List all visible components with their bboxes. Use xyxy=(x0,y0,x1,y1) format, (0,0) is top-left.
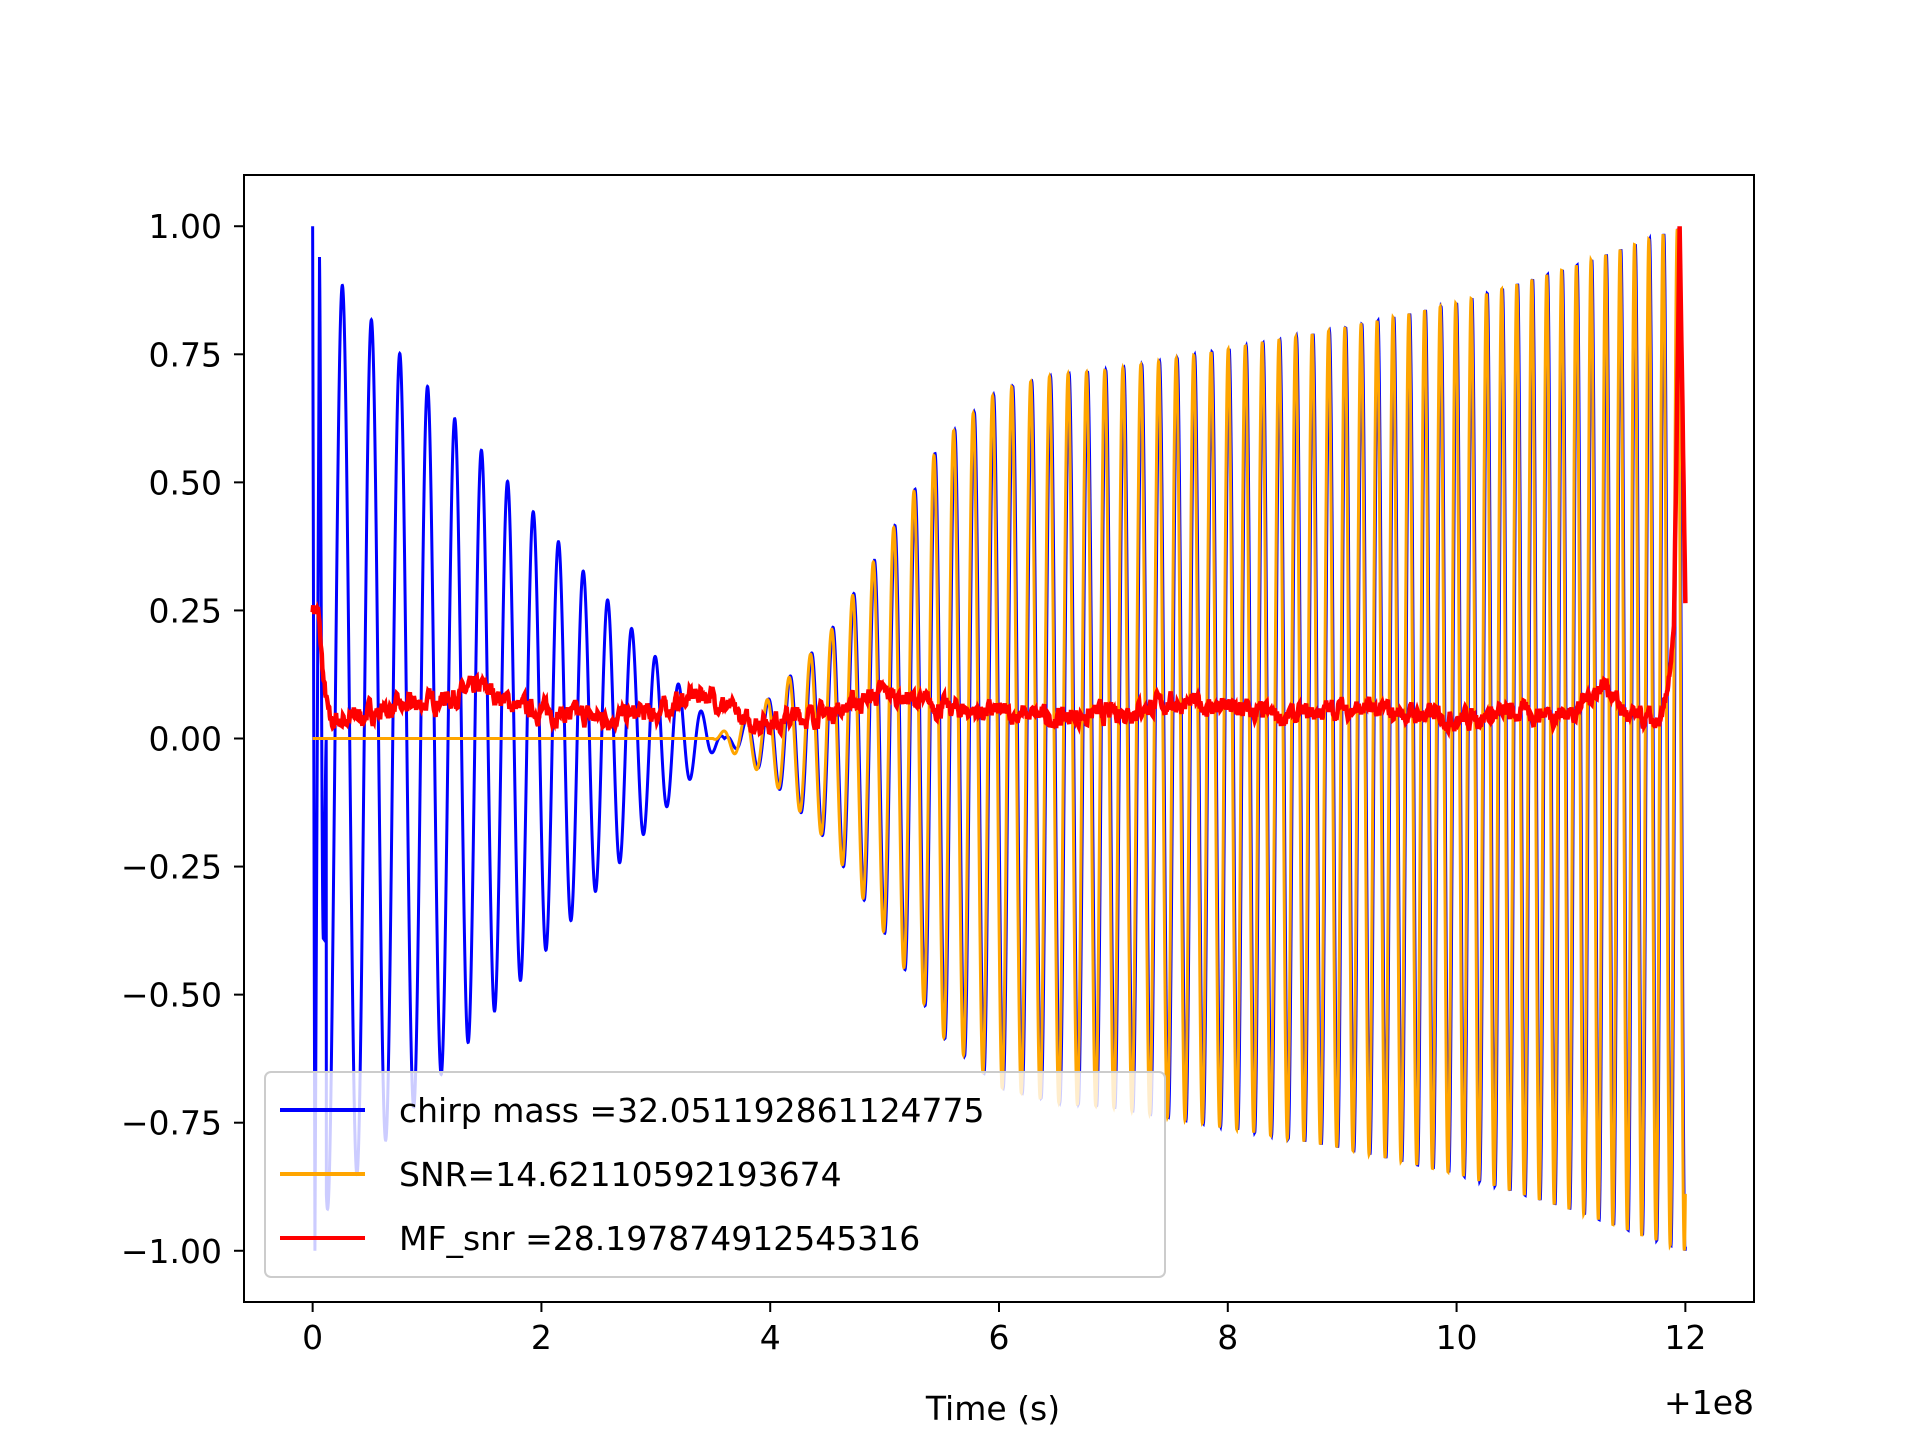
x-tick-label: 12 xyxy=(1664,1318,1706,1357)
x-tick-label: 2 xyxy=(531,1318,552,1357)
y-tick-label: 0.75 xyxy=(149,335,222,374)
legend-label-1: chirp mass =32.051192861124775 xyxy=(399,1091,985,1130)
y-tick-label: 1.00 xyxy=(149,207,222,246)
y-tick-label: −0.25 xyxy=(121,848,222,887)
y-tick-label: −0.75 xyxy=(121,1104,222,1143)
series-line-3 xyxy=(310,226,1688,740)
y-tick-label: −0.50 xyxy=(121,976,222,1015)
ticks-layer: 0 2 4 6 8 10 12 1.00 0.75 0.50 0.25 0.00 −0.25 −0.50 −… xyxy=(121,207,1707,1357)
legend-label-3: MF_snr =28.197874912545316 xyxy=(399,1219,920,1258)
y-tick-label: 0.50 xyxy=(149,463,222,502)
x-tick-label: 8 xyxy=(1217,1318,1238,1357)
legend-box xyxy=(264,1071,1166,1278)
legend-label-2: SNR=14.62110592193674 xyxy=(399,1155,842,1194)
x-tick-label: 6 xyxy=(989,1318,1010,1357)
x-tick-label: 0 xyxy=(302,1318,323,1357)
legend: chirp mass =32.051192861124775 SNR=14.621… xyxy=(264,1071,1166,1278)
x-axis-offset-label: +1e8 xyxy=(1664,1383,1754,1422)
series-layer xyxy=(310,226,1688,1251)
x-axis-label: Time (s) xyxy=(925,1389,1060,1428)
y-tick-label: 0.00 xyxy=(149,720,222,759)
y-tick-label: 0.25 xyxy=(149,591,222,630)
x-tick-label: 4 xyxy=(760,1318,781,1357)
y-tick-label: −1.00 xyxy=(121,1232,222,1271)
x-tick-label: 10 xyxy=(1436,1318,1478,1357)
series-line-2 xyxy=(312,228,1687,1251)
